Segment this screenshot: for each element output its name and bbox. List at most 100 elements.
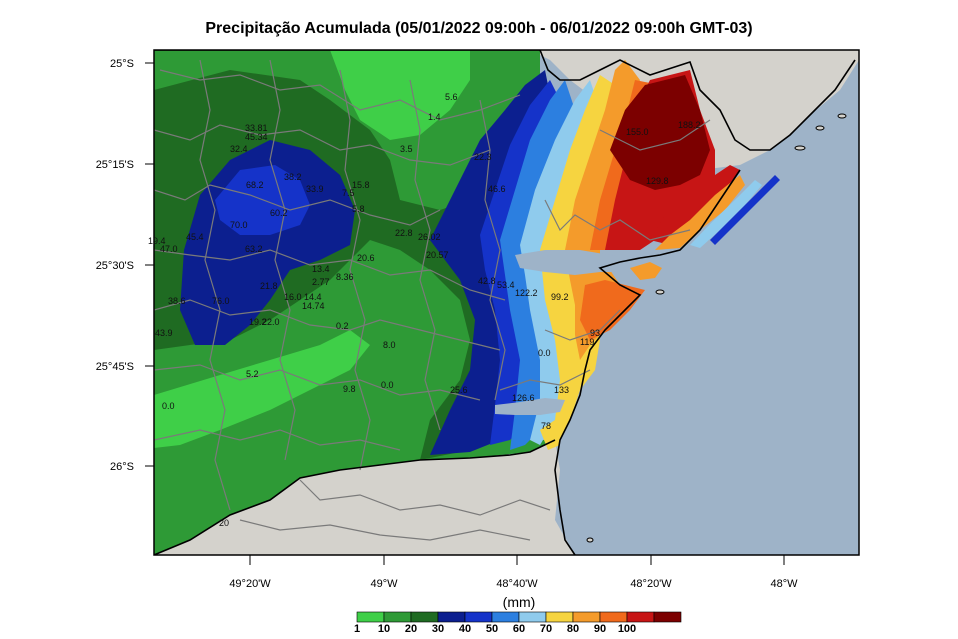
colorbar: 1 10 20 30 40 50 60 70 80 90 100 <box>354 611 682 635</box>
colorbar-swatch <box>545 611 574 623</box>
colorbar-swatch <box>356 611 385 623</box>
station-label: 119 <box>580 337 594 347</box>
station-label: 99.2 <box>551 292 569 302</box>
station-label: 53.4 <box>497 280 515 290</box>
station-label: 68.2 <box>246 180 264 190</box>
map-area <box>154 50 859 555</box>
station-label: 16.0 <box>284 292 302 302</box>
station-label: 1.4 <box>428 112 441 122</box>
station-label: 19.2 <box>249 317 267 327</box>
station-label: 43.9 <box>155 328 173 338</box>
station-label: 9.8 <box>343 384 356 394</box>
colorbar-swatch <box>491 611 520 623</box>
station-label: 0.2 <box>336 321 349 331</box>
station-label: 20.6 <box>357 253 375 263</box>
colorbar-level-label: 50 <box>486 623 498 635</box>
station-label: 47.0 <box>160 244 178 254</box>
precip-zone-east-peninsula-80 <box>655 175 745 250</box>
lat-axis: 25°S 25°15'S 25°30'S 25°45'S 26°S <box>96 58 154 473</box>
station-label: 19.4 <box>148 236 166 246</box>
lat-tick-4: 25°45'S <box>96 361 134 373</box>
colorbar-swatch <box>518 611 547 623</box>
colorbar-level-label: 40 <box>459 623 471 635</box>
colorbar-unit: (mm) <box>502 594 536 610</box>
station-label: 22.0 <box>262 317 280 327</box>
coastline-south <box>554 169 741 555</box>
station-label: 45.4 <box>186 232 204 242</box>
colorbar-swatch <box>572 611 601 623</box>
station-label: 188.2 <box>678 120 701 130</box>
island-2 <box>815 125 825 131</box>
lat-tick-1: 25°S <box>110 58 134 70</box>
colorbar-swatch <box>599 611 628 623</box>
station-label: 155.0 <box>626 127 649 137</box>
lat-tick-2: 25°15'S <box>96 159 134 171</box>
lon-tick-5: 48°W <box>770 578 798 590</box>
station-label: 14.74 <box>302 301 325 311</box>
precip-zone-south-70 <box>540 420 565 450</box>
station-label: 46.6 <box>488 184 506 194</box>
colorbar-swatch <box>383 611 412 623</box>
station-label: 33.81 <box>245 123 268 133</box>
station-label: 126.6 <box>512 393 535 403</box>
station-label: 133 <box>554 385 569 395</box>
colorbar-swatch <box>626 611 655 623</box>
colorbar-swatch <box>410 611 439 623</box>
station-label: 32.4 <box>230 144 248 154</box>
ilha-do-mel <box>630 262 662 280</box>
station-label: 7.5 <box>342 188 355 198</box>
station-label: 21.8 <box>260 281 278 291</box>
station-label: 20 <box>219 518 229 528</box>
station-label: 63.2 <box>245 244 263 254</box>
precip-zone-east-peninsula-60 <box>690 180 762 248</box>
station-label: 2.77 <box>312 277 330 287</box>
lon-tick-3: 48°40'W <box>496 578 538 590</box>
station-label: 38.2 <box>284 172 302 182</box>
colorbar-level-label: 10 <box>378 623 390 635</box>
state-border <box>154 439 556 555</box>
station-label: 45.34 <box>245 132 268 142</box>
station-label: 22.3 <box>474 152 492 162</box>
station-label: 25.6 <box>450 385 468 395</box>
map-title: Precipitação Acumulada (05/01/2022 09:00… <box>205 20 753 37</box>
colorbar-level-label: 100 <box>618 623 636 635</box>
station-label: 5.8 <box>352 204 365 214</box>
precip-zone-40-coast <box>480 80 560 445</box>
colorbar-level-label: 60 <box>513 623 525 635</box>
precip-zone-1-south <box>154 330 370 448</box>
station-label: 8.36 <box>336 272 354 282</box>
colorbar-level-label: 90 <box>594 623 606 635</box>
station-label: 93 <box>590 328 600 338</box>
municipal-boundaries <box>154 59 711 541</box>
lat-tick-5: 26°S <box>110 461 134 473</box>
station-label: 70.0 <box>230 220 248 230</box>
lon-tick-1: 49°20'W <box>229 578 271 590</box>
precip-zone-max <box>610 75 710 190</box>
station-label: 14.4 <box>304 292 322 302</box>
station-label: 3.5 <box>400 144 413 154</box>
station-label: 33.9 <box>306 184 324 194</box>
station-label: 0.0 <box>538 348 551 358</box>
lon-tick-2: 49°W <box>370 578 398 590</box>
colorbar-swatch <box>437 611 466 623</box>
coastline <box>539 50 856 151</box>
lon-axis: 49°20'W 49°W 48°40'W 48°20'W 48°W <box>229 555 798 590</box>
colorbar-level-label: 1 <box>354 623 360 635</box>
lat-tick-3: 25°30'S <box>96 260 134 272</box>
station-label: 0.0 <box>162 401 175 411</box>
precip-zone-60 <box>520 80 600 445</box>
colorbar-swatch <box>653 611 682 623</box>
colorbar-swatch <box>464 611 493 623</box>
station-label: 20.57 <box>426 250 449 260</box>
station-label: 78 <box>541 421 551 431</box>
precip-zone-east-peninsula-40 <box>710 175 780 245</box>
land-outside-south <box>154 440 575 555</box>
colorbar-level-label: 70 <box>540 623 552 635</box>
island-5 <box>586 537 594 543</box>
station-label: 5.6 <box>445 92 458 102</box>
station-label: 129.8 <box>646 176 669 186</box>
station-label: 5.2 <box>246 369 259 379</box>
station-label: 15.8 <box>352 180 370 190</box>
map-frame <box>153 49 860 556</box>
